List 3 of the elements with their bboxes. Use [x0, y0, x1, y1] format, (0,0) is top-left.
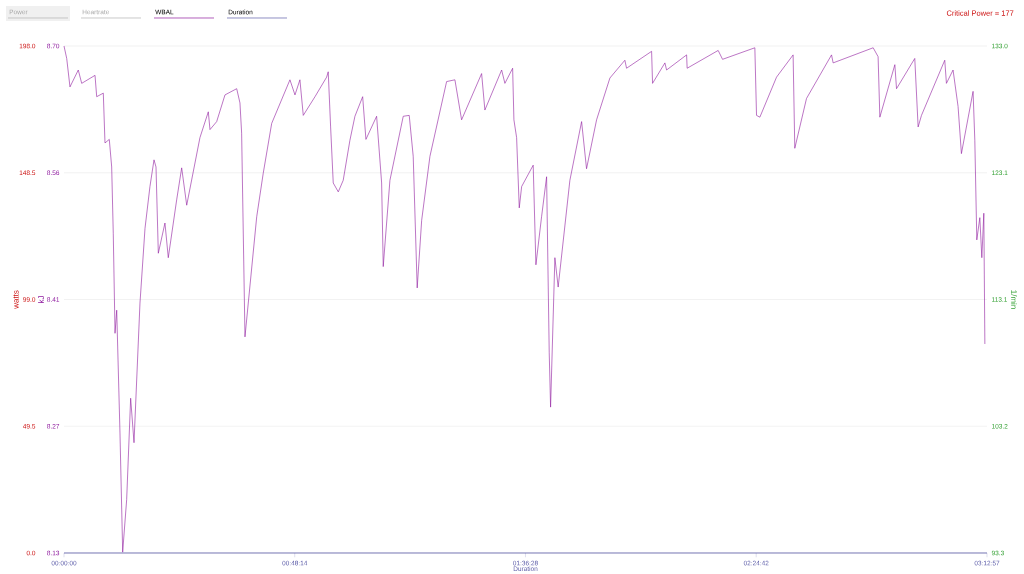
y-axis-title: kJ: [38, 295, 44, 303]
y3-axis-title: 1/min: [1011, 290, 1017, 309]
y2-axis-title: watts: [13, 290, 19, 309]
